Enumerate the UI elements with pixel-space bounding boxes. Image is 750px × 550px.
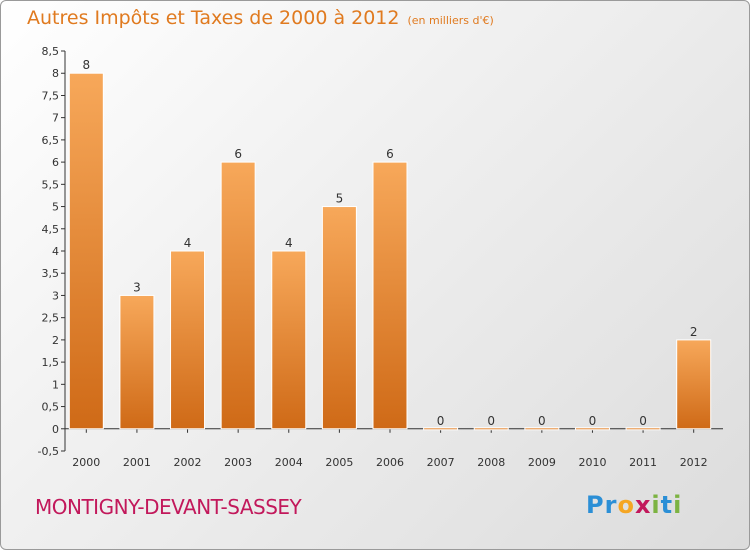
bar: [574, 427, 610, 431]
logo-letter: o: [617, 491, 635, 519]
y-tick-label: 5: [52, 201, 59, 214]
y-tick-label: -0,5: [38, 445, 59, 458]
x-tick-label: 2010: [578, 456, 606, 469]
data-label: 4: [285, 236, 293, 250]
x-tick-label: 2012: [680, 456, 708, 469]
data-label: 3: [133, 280, 141, 294]
bar-chart: -0,5 0 0,5 1 1,5 2 2,5 3 3,5 4 4,5 5 5,5 6 6,5 7 7,5 8 8,5…: [38, 45, 723, 469]
x-tick-label: 2004: [275, 456, 303, 469]
x-tick-label: 2009: [528, 456, 556, 469]
data-label: 0: [589, 414, 597, 428]
y-tick-label: 3: [52, 289, 59, 302]
x-tick-label: 2007: [427, 456, 455, 469]
y-tick-label: 8: [52, 67, 59, 80]
bar: [119, 294, 155, 430]
data-label: 6: [234, 147, 242, 161]
chart-header: Autres Impôts et Taxes de 2000 à 2012 (en…: [27, 7, 494, 29]
bar: [170, 250, 206, 430]
x-tick-label: 2000: [72, 456, 100, 469]
data-label: 0: [437, 414, 445, 428]
data-label: 6: [386, 147, 394, 161]
logo-letter: P: [586, 491, 605, 519]
logo-letter: t: [660, 491, 674, 519]
y-tick-label: 0: [52, 423, 59, 436]
logo-letter: i: [673, 491, 683, 519]
x-tick-label: 2011: [629, 456, 657, 469]
y-tick-label: 1: [52, 378, 59, 391]
y-tick-label: 7,5: [42, 89, 60, 102]
bar: [676, 339, 712, 430]
bar: [220, 161, 256, 430]
bar-group: [68, 72, 712, 431]
y-tick-label: 4: [52, 245, 59, 258]
logo-letter: r: [604, 491, 618, 519]
x-tick-label: 2005: [325, 456, 353, 469]
y-tick-label: 3,5: [42, 267, 60, 280]
chart-title: Autres Impôts et Taxes de 2000 à 2012: [27, 7, 400, 29]
y-tick-label: 5,5: [42, 178, 60, 191]
town-name: MONTIGNY-DEVANT-SASSEY: [35, 495, 302, 519]
y-tick-label: 8,5: [42, 45, 60, 58]
y-tick-label: 1,5: [42, 356, 60, 369]
bar: [372, 161, 408, 430]
data-label: 0: [639, 414, 647, 428]
x-tick-label: 2008: [477, 456, 505, 469]
data-label: 0: [487, 414, 495, 428]
bar: [524, 427, 560, 431]
chart-subtitle: (en milliers d'€): [407, 14, 494, 27]
x-tick-label: 2006: [376, 456, 404, 469]
y-tick-label: 4,5: [42, 223, 60, 236]
data-label-group: 8 3 4 6 4 5 6 0 0 0 0 0 2: [82, 58, 697, 428]
bar: [625, 427, 661, 431]
data-label: 2: [690, 325, 698, 339]
logo-letter: x: [634, 491, 652, 519]
proxiti-logo[interactable]: Proxiti: [586, 491, 682, 519]
data-label: 5: [336, 192, 344, 206]
data-label: 8: [82, 58, 90, 72]
y-tick-label: 0,5: [42, 401, 60, 414]
x-tick-label: 2002: [174, 456, 202, 469]
y-tick-label: 6: [52, 156, 59, 169]
y-tick-label: 7: [52, 112, 59, 125]
bar: [271, 250, 307, 430]
y-tick-label: 6,5: [42, 134, 60, 147]
x-tick-label: 2001: [123, 456, 151, 469]
y-tick-label: 2: [52, 334, 59, 347]
logo-letter: i: [651, 491, 661, 519]
data-label: 4: [184, 236, 192, 250]
bar: [68, 72, 104, 430]
y-tick-label: 2,5: [42, 312, 60, 325]
bar: [473, 427, 509, 431]
x-tick-label: 2003: [224, 456, 252, 469]
bar: [321, 206, 357, 430]
bar: [423, 427, 459, 431]
data-label: 0: [538, 414, 546, 428]
